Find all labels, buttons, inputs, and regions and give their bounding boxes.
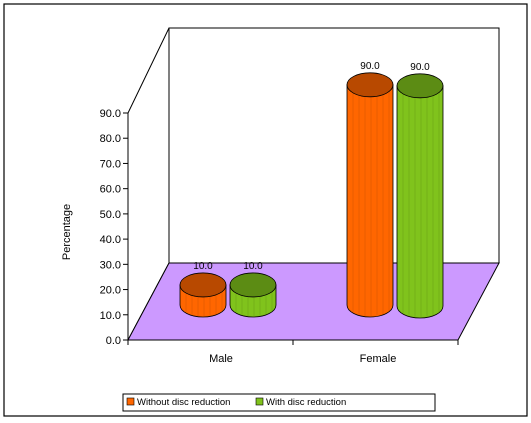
legend-label-with: With disc reduction	[266, 397, 346, 408]
y-tick-label: 40.0	[100, 234, 121, 246]
y-tick-label: 60.0	[100, 184, 121, 196]
x-categories: Male Female	[127, 340, 459, 365]
bar-top	[229, 272, 277, 298]
bars	[179, 72, 444, 319]
bar-top	[179, 272, 227, 298]
bar	[179, 272, 227, 318]
y-tick-label: 20.0	[100, 285, 121, 297]
back-wall	[168, 27, 500, 264]
y-ticks: 0.0 10.0 20.0 30.0 40.0 50.0 60.0 70.0 80.0 90.0	[100, 108, 128, 347]
bar-top	[346, 72, 394, 98]
legend-swatch-without	[126, 397, 135, 406]
data-labels: 10.0 10.0 90.0 90.0	[193, 61, 430, 272]
y-axis-title: Percentage	[61, 204, 73, 260]
bar-top	[396, 73, 444, 99]
bar-value-label: 90.0	[410, 62, 430, 73]
y-tick-label: 90.0	[100, 108, 121, 120]
legend-label-without: Without disc reduction	[137, 397, 230, 408]
bar-body	[396, 85, 444, 319]
bar-body	[346, 84, 394, 318]
bar-value-label: 10.0	[243, 261, 263, 272]
bar-value-label: 10.0	[193, 261, 213, 272]
bar	[346, 72, 394, 318]
y-tick-label: 10.0	[100, 310, 121, 322]
legend-swatch-with	[255, 397, 264, 406]
x-tick-label: Male	[209, 353, 233, 365]
x-tick-label: Female	[360, 353, 397, 365]
y-tick-label: 70.0	[100, 158, 121, 170]
legend-box	[122, 393, 436, 412]
y-tick-label: 80.0	[100, 133, 121, 145]
y-tick-label: 30.0	[100, 259, 121, 271]
bar-value-label: 90.0	[360, 61, 380, 72]
y-tick-label: 0.0	[106, 335, 121, 347]
legend: Without disc reduction With disc reducti…	[122, 393, 436, 412]
bar	[396, 73, 444, 319]
bar	[229, 272, 277, 318]
y-tick-label: 50.0	[100, 209, 121, 221]
